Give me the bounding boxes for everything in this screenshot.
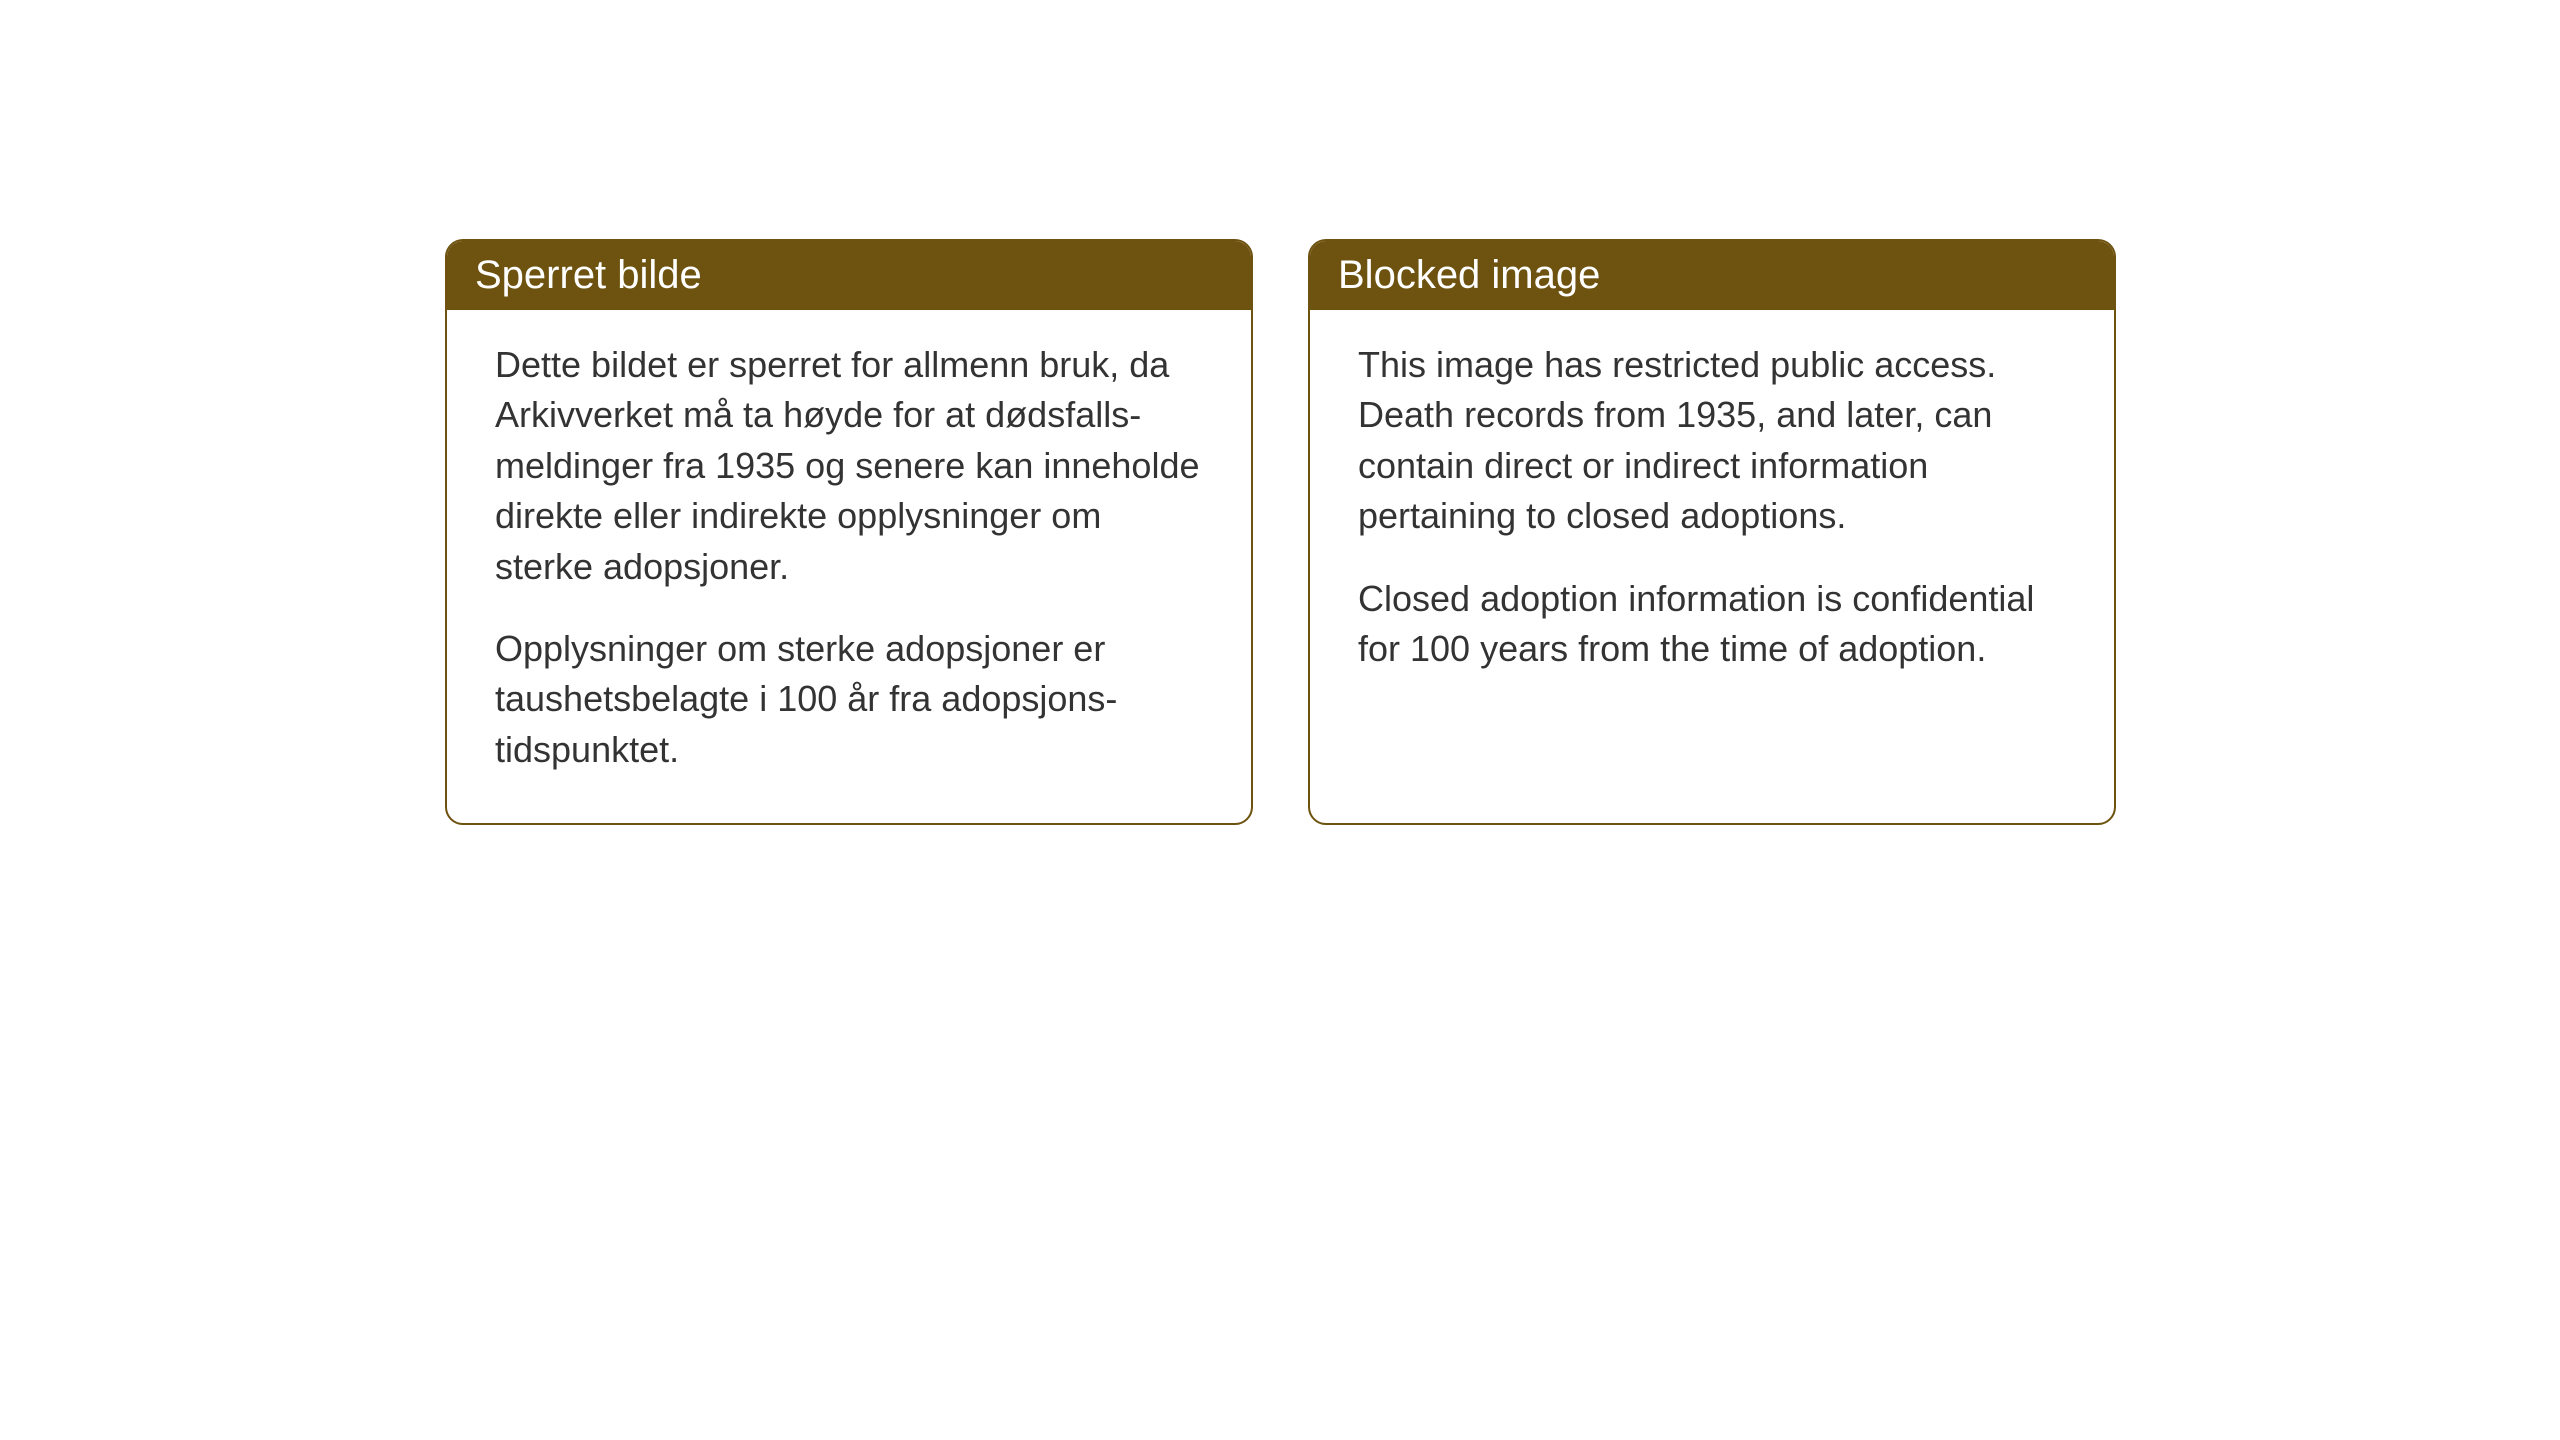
notice-body-english: This image has restricted public access.…: [1310, 310, 2114, 722]
notice-paragraph: Closed adoption information is confident…: [1358, 574, 2066, 675]
notice-paragraph: This image has restricted public access.…: [1358, 340, 2066, 542]
notice-header-english: Blocked image: [1310, 241, 2114, 310]
notice-box-norwegian: Sperret bilde Dette bildet er sperret fo…: [445, 239, 1253, 825]
notice-body-norwegian: Dette bildet er sperret for allmenn bruk…: [447, 310, 1251, 823]
notice-box-english: Blocked image This image has restricted …: [1308, 239, 2116, 825]
notice-header-norwegian: Sperret bilde: [447, 241, 1251, 310]
notices-container: Sperret bilde Dette bildet er sperret fo…: [445, 239, 2116, 825]
notice-paragraph: Opplysninger om sterke adopsjoner er tau…: [495, 624, 1203, 775]
notice-paragraph: Dette bildet er sperret for allmenn bruk…: [495, 340, 1203, 592]
